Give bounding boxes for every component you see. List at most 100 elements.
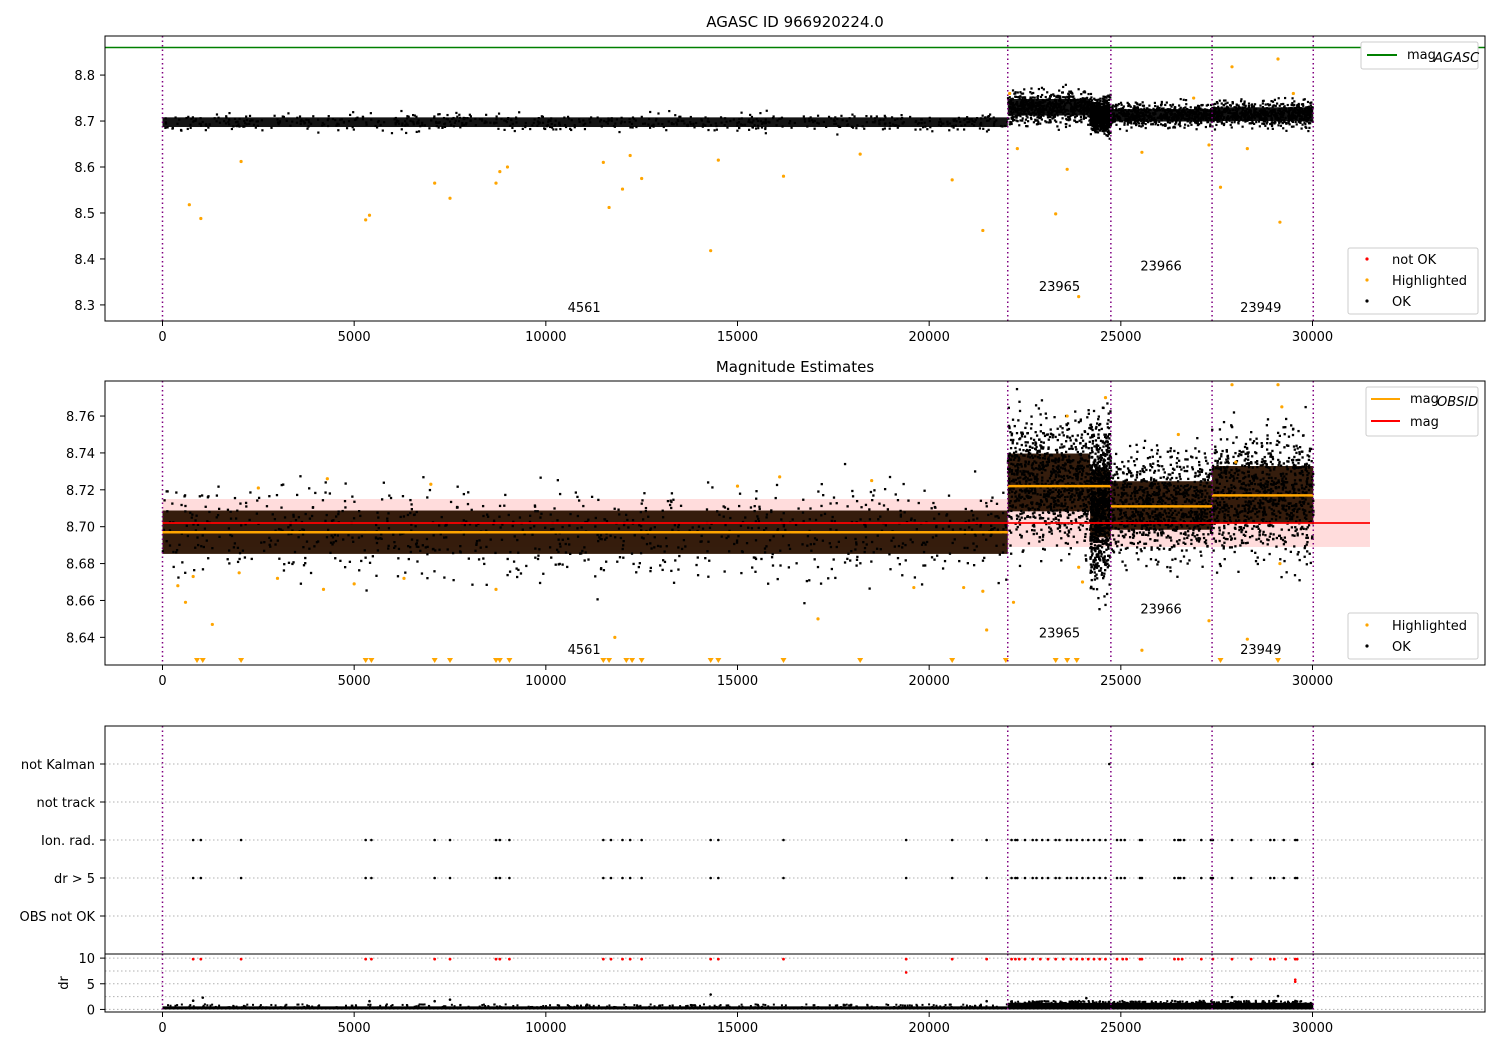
ok-point xyxy=(1077,516,1081,519)
ok-point xyxy=(1066,95,1069,99)
ok-point xyxy=(416,120,419,124)
ok-point xyxy=(1270,112,1273,116)
ok-point xyxy=(1308,114,1312,117)
ok-point xyxy=(1092,122,1096,125)
ok-point xyxy=(831,515,834,519)
ok-point xyxy=(863,550,866,554)
ok-point xyxy=(561,563,564,566)
ok-point xyxy=(515,121,518,124)
ok-point xyxy=(166,510,169,513)
ok-point xyxy=(1292,125,1295,128)
ok-point xyxy=(1077,498,1080,501)
ok-point xyxy=(215,120,218,123)
legend-label: mag xyxy=(1407,48,1436,63)
ok-point xyxy=(1084,504,1087,507)
ok-point xyxy=(1287,115,1290,118)
ok-point xyxy=(682,538,686,542)
ok-point xyxy=(199,122,202,126)
ok-point xyxy=(1039,117,1042,120)
ok-point xyxy=(617,508,620,511)
ok-point xyxy=(1045,106,1048,109)
ok-point xyxy=(1295,123,1298,126)
ok-point xyxy=(743,123,747,126)
ok-point xyxy=(1085,472,1088,475)
ok-point xyxy=(437,121,440,124)
ok-point xyxy=(1100,102,1103,105)
ok-point xyxy=(1265,107,1269,110)
ok-point xyxy=(1093,97,1096,100)
ok-point xyxy=(900,114,903,117)
ok-point xyxy=(451,117,454,120)
ok-point xyxy=(975,117,979,120)
ok-point xyxy=(524,121,527,125)
ok-point xyxy=(374,124,377,128)
ok-point xyxy=(438,548,441,551)
ok-point xyxy=(186,127,189,131)
ok-point xyxy=(238,125,241,128)
ok-point xyxy=(1039,103,1042,106)
ok-point xyxy=(1027,509,1031,512)
ok-point xyxy=(1037,110,1040,113)
ok-point xyxy=(1263,107,1266,111)
ok-point xyxy=(1080,486,1083,489)
ok-point xyxy=(723,570,726,573)
ok-point xyxy=(693,126,696,129)
ok-point xyxy=(875,547,879,550)
ok-point xyxy=(556,519,559,522)
ok-point xyxy=(301,533,305,536)
ok-point xyxy=(605,121,608,124)
ok-point xyxy=(638,524,641,527)
ok-point xyxy=(1019,437,1022,440)
ok-point xyxy=(1123,123,1126,126)
ok-point xyxy=(1245,114,1248,117)
ok-point xyxy=(1059,479,1062,482)
ok-point xyxy=(787,566,791,569)
ok-point xyxy=(1124,113,1127,116)
ok-point xyxy=(1248,109,1251,113)
ok-point xyxy=(1056,471,1059,474)
ok-point xyxy=(913,576,917,579)
ok-point xyxy=(1030,528,1034,532)
ok-point xyxy=(979,122,983,125)
ok-point xyxy=(948,552,952,555)
ok-point xyxy=(1222,99,1226,102)
ok-point xyxy=(715,124,718,128)
ok-point xyxy=(1028,496,1031,499)
ok-point xyxy=(1141,115,1144,118)
ok-point xyxy=(755,490,758,493)
ok-point xyxy=(433,570,436,573)
ok-point xyxy=(1042,533,1045,537)
ok-point xyxy=(1035,108,1038,111)
ok-point xyxy=(1065,113,1068,116)
ok-point xyxy=(1042,104,1045,108)
ok-point xyxy=(400,109,403,113)
ok-point xyxy=(1018,488,1022,492)
ok-point xyxy=(1031,107,1034,111)
ok-point xyxy=(888,121,892,125)
ok-point xyxy=(1229,123,1232,127)
ok-point xyxy=(236,509,239,512)
ok-point xyxy=(985,501,988,505)
ok-point xyxy=(1188,116,1191,119)
ok-point xyxy=(1042,108,1045,111)
ok-point xyxy=(1269,122,1272,126)
ok-point xyxy=(1127,112,1131,116)
ok-point xyxy=(782,523,786,526)
ok-point xyxy=(1099,122,1103,126)
ok-point xyxy=(307,119,310,122)
ok-point xyxy=(1213,107,1216,111)
highlighted-point xyxy=(640,176,644,181)
ok-point xyxy=(1039,444,1042,447)
ok-point xyxy=(1049,112,1053,115)
ok-point xyxy=(1278,121,1281,124)
ok-point xyxy=(275,493,279,497)
ok-point xyxy=(223,120,226,123)
ok-point xyxy=(175,491,178,494)
ok-point xyxy=(1030,502,1034,506)
ok-point xyxy=(728,529,731,533)
ok-point xyxy=(672,581,676,584)
ok-point xyxy=(1178,104,1181,107)
ok-point xyxy=(1142,119,1146,123)
ok-point xyxy=(1254,109,1257,112)
